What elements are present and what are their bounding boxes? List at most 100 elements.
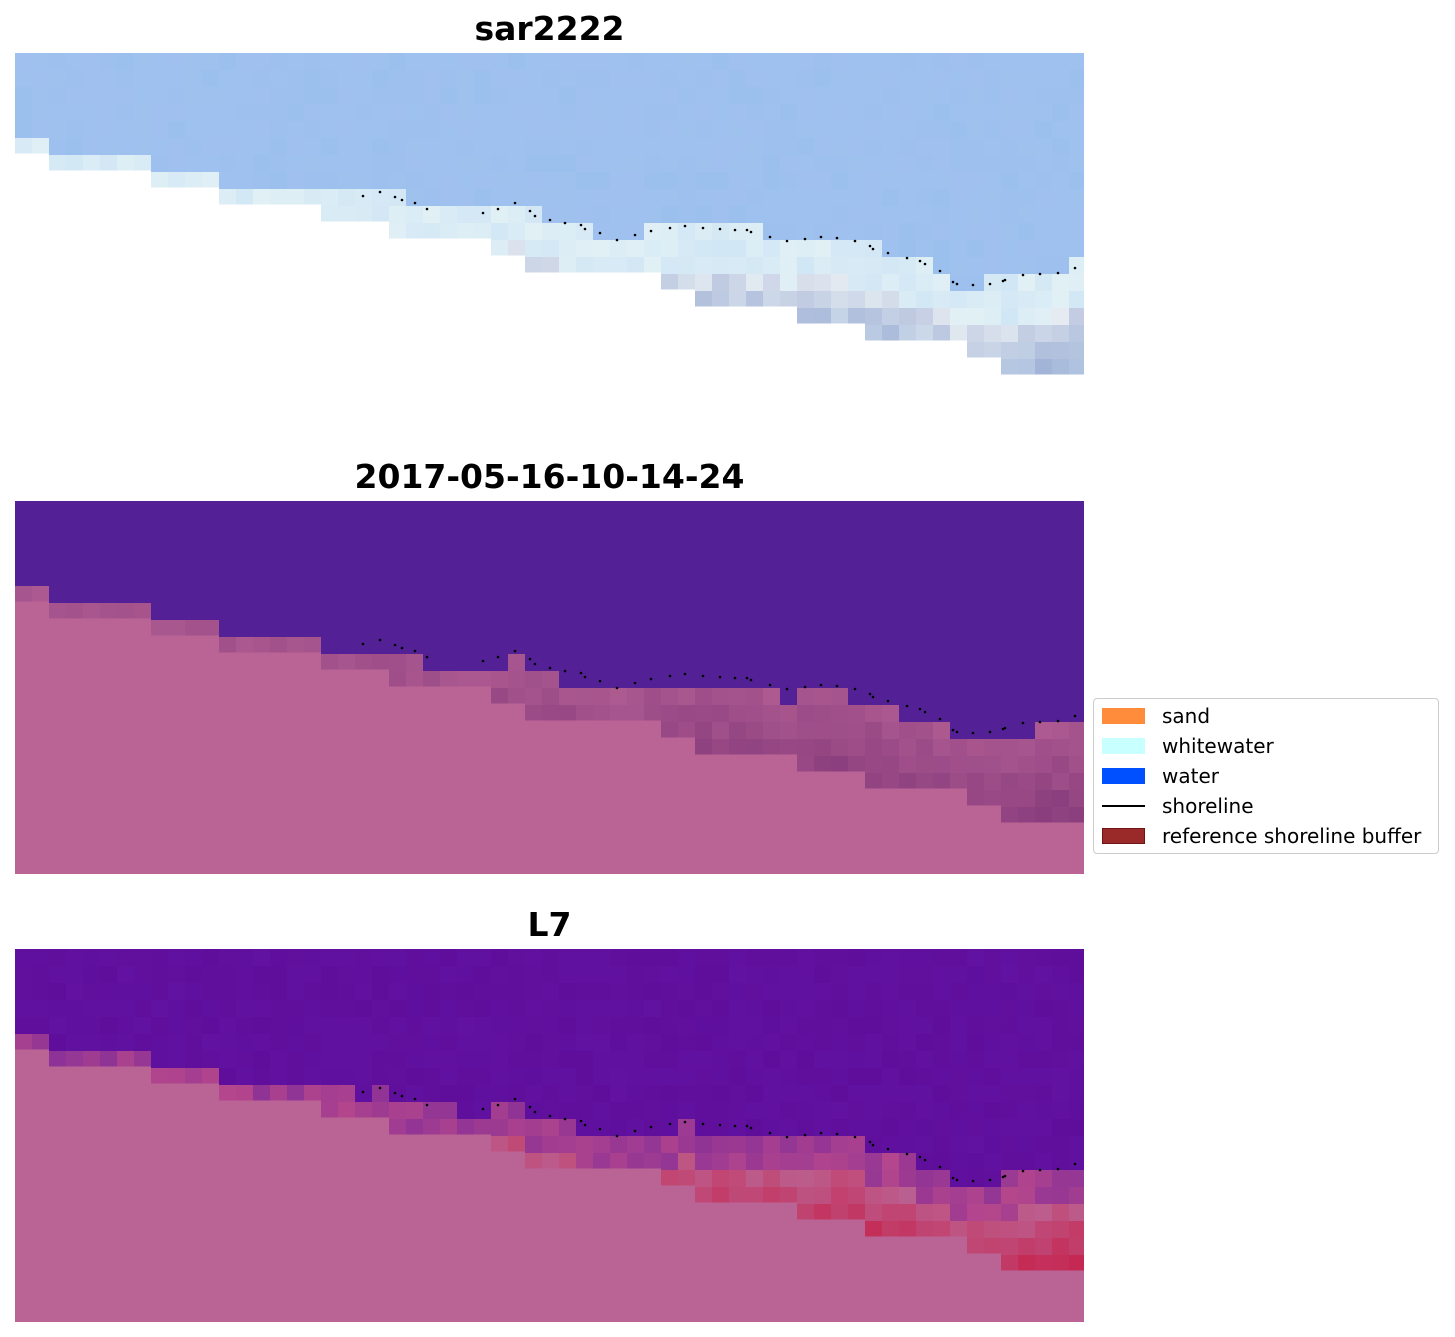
- shoreline-point: [400, 198, 404, 202]
- shoreline-point: [1021, 273, 1025, 277]
- shoreline-point: [1073, 714, 1077, 718]
- legend-label: sand: [1162, 704, 1211, 728]
- rgb-image: [15, 53, 1084, 426]
- shoreline-point: [988, 1178, 992, 1182]
- shoreline-point: [1001, 279, 1005, 283]
- panel-title-2: 2017-05-16-10-14-24: [354, 457, 745, 496]
- shoreline-point: [668, 226, 672, 230]
- shoreline-point: [971, 1179, 975, 1183]
- shoreline-point: [683, 224, 687, 228]
- shoreline-point: [1003, 726, 1007, 730]
- shoreline-point: [633, 1129, 637, 1133]
- shoreline-point: [615, 1134, 619, 1138]
- shoreline-point: [583, 675, 587, 679]
- shoreline-point: [923, 262, 927, 266]
- shoreline-point: [733, 676, 737, 680]
- shoreline-point: [803, 685, 807, 689]
- shoreline-point: [768, 1131, 772, 1135]
- shoreline-point: [819, 235, 823, 239]
- shoreline-point: [951, 1176, 955, 1180]
- shoreline-point: [918, 1155, 922, 1159]
- shoreline-point: [868, 1140, 872, 1144]
- shoreline-point: [918, 707, 922, 711]
- shoreline-point: [683, 1120, 687, 1124]
- shoreline-point: [413, 1097, 417, 1101]
- water-swatch: [1102, 768, 1145, 784]
- shoreline-point: [988, 730, 992, 734]
- shoreline-point: [938, 717, 942, 721]
- shoreline-point: [905, 1152, 909, 1156]
- shoreline-point: [733, 228, 737, 232]
- panel-title-3: L7: [527, 905, 572, 944]
- shoreline-point: [785, 687, 789, 691]
- shoreline-point: [563, 221, 567, 225]
- panel-title-1: sar2222: [474, 9, 625, 48]
- shoreline-point: [886, 1147, 890, 1151]
- shoreline-point: [1073, 1162, 1077, 1166]
- shoreline-point: [548, 218, 552, 222]
- shoreline-point: [785, 1135, 789, 1139]
- shoreline-point: [425, 655, 429, 659]
- shoreline-point: [835, 684, 839, 688]
- shoreline-point: [598, 679, 602, 683]
- shoreline-point: [649, 677, 653, 681]
- shoreline-point: [563, 1117, 567, 1121]
- shoreline-point: [918, 259, 922, 263]
- shoreline-point: [481, 659, 485, 663]
- shoreline-point: [886, 699, 890, 703]
- shoreline-point: [745, 228, 749, 232]
- shoreline-point: [853, 687, 857, 691]
- shoreline-point: [393, 1091, 397, 1095]
- shoreline-point: [835, 236, 839, 240]
- shoreline-point: [579, 1119, 583, 1123]
- index-image: [15, 949, 1084, 1322]
- shoreline-point: [951, 728, 955, 732]
- shoreline-point: [1038, 272, 1042, 276]
- shoreline-point: [749, 1126, 753, 1130]
- shoreline-point: [413, 201, 417, 205]
- shoreline-point: [393, 643, 397, 647]
- shoreline-point: [533, 1110, 537, 1114]
- legend-item-whitewater: whitewater: [1102, 734, 1274, 758]
- shoreline-point: [1056, 271, 1060, 275]
- shoreline-point: [598, 231, 602, 235]
- shoreline-point: [425, 207, 429, 211]
- shoreline-point: [785, 239, 789, 243]
- shoreline-point: [533, 662, 537, 666]
- shoreline-point: [563, 669, 567, 673]
- shoreline-point: [853, 239, 857, 243]
- shoreline-point: [938, 1165, 942, 1169]
- shoreline-point: [649, 1125, 653, 1129]
- whitewater-swatch: [1102, 738, 1145, 754]
- shoreline-point: [701, 1122, 705, 1126]
- shoreline-point: [1056, 1167, 1060, 1171]
- shoreline-point: [615, 686, 619, 690]
- shoreline-point: [548, 1114, 552, 1118]
- shoreline-point: [803, 237, 807, 241]
- shoreline-point: [633, 233, 637, 237]
- shoreline-point: [768, 235, 772, 239]
- shoreline-point: [668, 674, 672, 678]
- shoreline-point: [615, 238, 619, 242]
- shoreline-point: [745, 1124, 749, 1128]
- shoreline-point: [819, 1131, 823, 1135]
- shoreline-point: [868, 692, 872, 696]
- shoreline-point: [951, 280, 955, 284]
- shoreline-point: [871, 247, 875, 251]
- index-image-panel: [15, 949, 1084, 1322]
- shoreline-point: [905, 256, 909, 260]
- legend-item-water: water: [1102, 764, 1219, 788]
- shoreline-point: [633, 681, 637, 685]
- rgb-image-panel: [15, 53, 1084, 426]
- legend-label: shoreline: [1162, 794, 1254, 818]
- shoreline-point: [1056, 719, 1060, 723]
- shoreline-point: [513, 649, 517, 653]
- shoreline-point: [749, 230, 753, 234]
- shoreline-point: [971, 731, 975, 735]
- shoreline-point: [988, 282, 992, 286]
- shoreline-point: [361, 1090, 365, 1094]
- shoreline-point: [871, 1143, 875, 1147]
- shoreline-point: [481, 211, 485, 215]
- shoreline-point: [718, 1123, 722, 1127]
- shoreline-point: [1038, 1168, 1042, 1172]
